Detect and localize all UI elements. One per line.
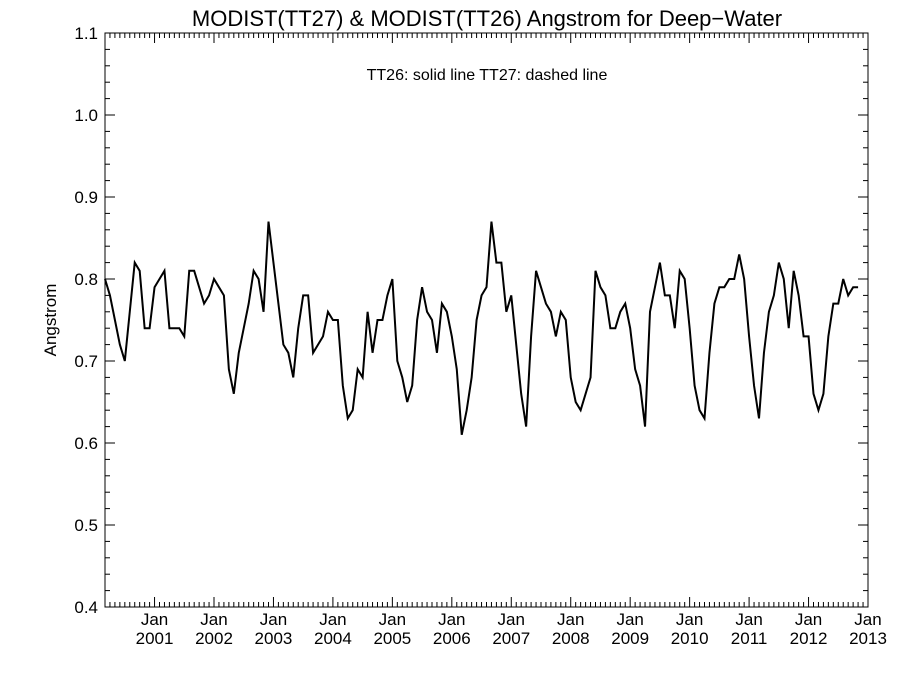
x-tick-label-month: Jan bbox=[379, 610, 406, 629]
x-tick-label-year: 2010 bbox=[671, 629, 709, 648]
y-axis-ticks: 0.4 0.5 0.6 0.7 0.8 0.9 1.0 1.1 bbox=[74, 24, 868, 617]
series-line-tt26 bbox=[104, 221, 859, 435]
x-tick-label-year: 2007 bbox=[492, 629, 530, 648]
y-axis-label: Angstrom bbox=[41, 284, 60, 357]
x-tick-label-year: 2006 bbox=[433, 629, 471, 648]
y-tick-label: 0.7 bbox=[74, 352, 98, 371]
x-tick-label-month: Jan bbox=[141, 610, 168, 629]
x-tick-label-month: Jan bbox=[795, 610, 822, 629]
x-tick-label-year: 2012 bbox=[790, 629, 828, 648]
x-tick-label-month: Jan bbox=[498, 610, 525, 629]
chart-title: MODIST(TT27) & MODIST(TT26) Angstrom for… bbox=[192, 6, 782, 31]
x-tick-label-month: Jan bbox=[616, 610, 643, 629]
x-tick-label-month: Jan bbox=[260, 610, 287, 629]
y-tick-label: 1.0 bbox=[74, 106, 98, 125]
x-tick-label-year: 2013 bbox=[849, 629, 887, 648]
x-tick-label-month: Jan bbox=[438, 610, 465, 629]
y-tick-label: 0.8 bbox=[74, 270, 98, 289]
x-tick-label-month: Jan bbox=[854, 610, 881, 629]
y-tick-label: 0.5 bbox=[74, 516, 98, 535]
x-tick-label-month: Jan bbox=[200, 610, 227, 629]
y-tick-label: 0.9 bbox=[74, 188, 98, 207]
x-tick-label-year: 2011 bbox=[731, 629, 768, 648]
plot-frame bbox=[104, 32, 869, 608]
y-tick-label: 0.6 bbox=[74, 434, 98, 453]
x-tick-label-year: 2003 bbox=[255, 629, 293, 648]
x-tick-label-month: Jan bbox=[676, 610, 703, 629]
x-tick-label-year: 2008 bbox=[552, 629, 590, 648]
series-layer bbox=[104, 221, 859, 435]
x-tick-label-month: Jan bbox=[735, 610, 762, 629]
x-tick-label-year: 2002 bbox=[195, 629, 233, 648]
x-tick-label-month: Jan bbox=[557, 610, 584, 629]
x-tick-label-year: 2004 bbox=[314, 629, 352, 648]
x-tick-label-year: 2009 bbox=[611, 629, 649, 648]
x-tick-label-year: 2001 bbox=[136, 629, 174, 648]
y-tick-label: 1.1 bbox=[74, 24, 98, 43]
legend-annotation: TT26: solid line TT27: dashed line bbox=[367, 67, 608, 84]
x-tick-label-month: Jan bbox=[319, 610, 346, 629]
y-tick-label: 0.4 bbox=[74, 598, 98, 617]
x-tick-label-year: 2005 bbox=[373, 629, 411, 648]
x-axis-ticks: Jan2001Jan2002Jan2003Jan2004Jan2005Jan20… bbox=[109, 33, 887, 648]
